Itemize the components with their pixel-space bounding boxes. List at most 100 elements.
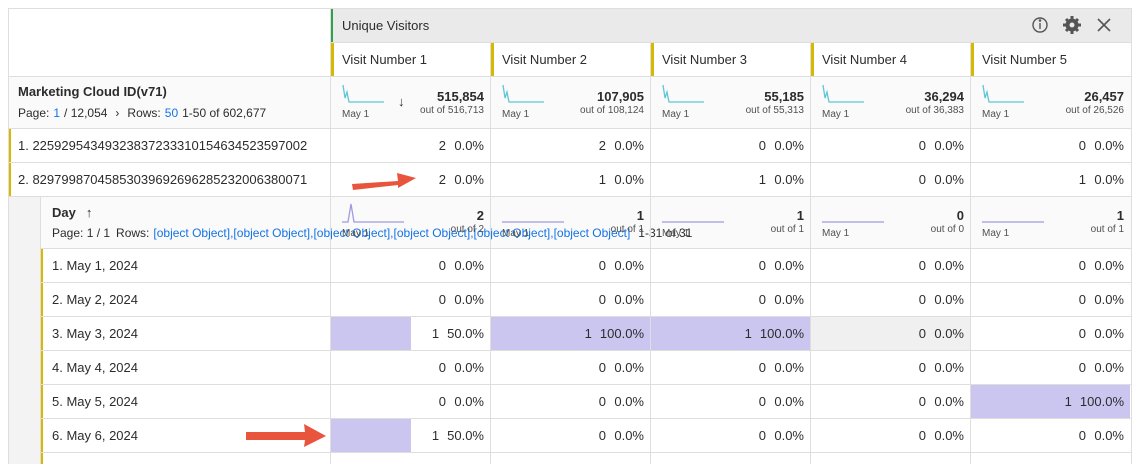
cell-count: 0	[918, 258, 926, 273]
page-number[interactable]: 1	[53, 106, 61, 120]
col-marker	[650, 42, 654, 76]
spark-label: May 1	[982, 109, 1010, 120]
sparkline	[502, 221, 564, 223]
row-label: 5. May 5, 2024	[52, 394, 138, 409]
cell: 0 0.0%	[759, 258, 804, 273]
breakdown-pagination: Page: 1 / 1 Rows: [object Object],[object …	[52, 226, 692, 240]
total-value: 55,185	[764, 89, 804, 104]
sort-indicator[interactable]: ↓	[398, 94, 405, 109]
total-value: 0	[956, 208, 964, 223]
column-header: Visit Number 1	[342, 52, 428, 67]
total-value: 26,457	[1084, 89, 1124, 104]
pagination: Page: 1/ 12,054 › Rows: 50 1-50 of 602,677	[18, 106, 266, 120]
cell: 1 50.0%	[432, 326, 484, 341]
sparkline	[822, 84, 864, 103]
percent-bar	[491, 317, 650, 350]
sparkline	[982, 84, 1024, 103]
info-icon[interactable]	[1032, 17, 1048, 33]
cell: 0 0.0%	[919, 428, 964, 443]
sparkline	[342, 84, 384, 103]
cell: 0 0.0%	[599, 258, 644, 273]
row-marker	[40, 351, 43, 384]
col-border	[810, 42, 811, 464]
rows-per-page[interactable]: [object Object],[object Object],[object …	[153, 226, 631, 240]
rows-per-page[interactable]: 50	[164, 106, 179, 120]
cell-percent: 0.0%	[1094, 292, 1124, 307]
cell: 1 0.0%	[599, 172, 644, 187]
sparkline	[342, 203, 404, 223]
cell-percent: 0.0%	[1094, 258, 1124, 273]
cell: 1 100.0%	[1065, 394, 1124, 409]
breakdown-name: Day ↑	[52, 205, 92, 220]
cell: 0 0.0%	[919, 172, 964, 187]
cell-percent: 0.0%	[454, 292, 484, 307]
cell-count: 0	[598, 428, 606, 443]
cell-count: 0	[1078, 428, 1086, 443]
row-marker	[8, 163, 11, 196]
row-border	[8, 76, 1131, 77]
cell-percent: 0.0%	[614, 258, 644, 273]
cell: 0 0.0%	[919, 326, 964, 341]
green-marker	[330, 8, 333, 42]
cell: 0 0.0%	[1079, 138, 1124, 153]
row-marker	[40, 453, 43, 464]
row-marker	[40, 419, 43, 452]
cell-percent: 0.0%	[934, 326, 964, 341]
cell: 0 0.0%	[439, 292, 484, 307]
row-border	[40, 350, 1131, 351]
col-marker	[810, 42, 814, 76]
settings-icon[interactable]	[1063, 16, 1081, 34]
cell-percent: 0.0%	[1094, 172, 1124, 187]
page-label: Page:	[18, 106, 50, 120]
total-out-of: out of 26,526	[1065, 105, 1124, 116]
row-border	[330, 42, 1131, 43]
cell-percent: 0.0%	[774, 360, 804, 375]
row-border	[40, 282, 1131, 283]
row-marker	[40, 317, 43, 350]
cell-count: 0	[438, 292, 446, 307]
total-value: 515,854	[437, 89, 484, 104]
cell: 0 0.0%	[599, 428, 644, 443]
cell-percent: 0.0%	[934, 428, 964, 443]
cell-count: 0	[1078, 138, 1086, 153]
cell-count: 1	[1064, 394, 1072, 409]
row-label: 1. 2259295434932383723331015463452359700…	[18, 138, 308, 153]
row-border	[40, 316, 1131, 317]
page-text: Page: 1 / 1	[52, 226, 111, 240]
cell: 0 0.0%	[599, 292, 644, 307]
cell-count: 0	[1078, 292, 1086, 307]
cell-percent: 0.0%	[614, 292, 644, 307]
cell: 1 0.0%	[1079, 172, 1124, 187]
spark-label: May 1	[342, 109, 370, 120]
cell-percent: 0.0%	[454, 394, 484, 409]
cell-percent: 0.0%	[614, 428, 644, 443]
close-icon[interactable]	[1097, 18, 1111, 32]
cell: 1 100.0%	[585, 326, 644, 341]
page-total: / 12,054	[64, 106, 108, 120]
cell: 0 0.0%	[919, 292, 964, 307]
spark-label: May 1	[662, 228, 690, 239]
col-border	[490, 42, 491, 464]
cell-percent: 0.0%	[614, 394, 644, 409]
percent-bar	[971, 385, 1130, 418]
metric-group: Unique Visitors	[342, 18, 430, 33]
cell-count: 0	[918, 292, 926, 307]
cell: 1 100.0%	[745, 326, 804, 341]
cell: 0 0.0%	[919, 360, 964, 375]
cell: 0 0.0%	[1079, 360, 1124, 375]
group-header-bg	[330, 8, 1131, 42]
cell: 0 0.0%	[439, 394, 484, 409]
percent-bar	[331, 419, 411, 452]
cell: 2 0.0%	[439, 172, 484, 187]
cell-percent: 0.0%	[934, 258, 964, 273]
col-border	[970, 42, 971, 464]
cell-count: 1	[758, 172, 766, 187]
sparkline	[502, 84, 544, 103]
cell-count: 1	[431, 326, 440, 341]
cell: 0 0.0%	[1079, 326, 1124, 341]
col-border	[1131, 8, 1132, 464]
cell-percent: 0.0%	[934, 138, 964, 153]
cell-percent: 0.0%	[774, 292, 804, 307]
row-border	[8, 196, 1131, 197]
sparkline	[982, 221, 1044, 223]
